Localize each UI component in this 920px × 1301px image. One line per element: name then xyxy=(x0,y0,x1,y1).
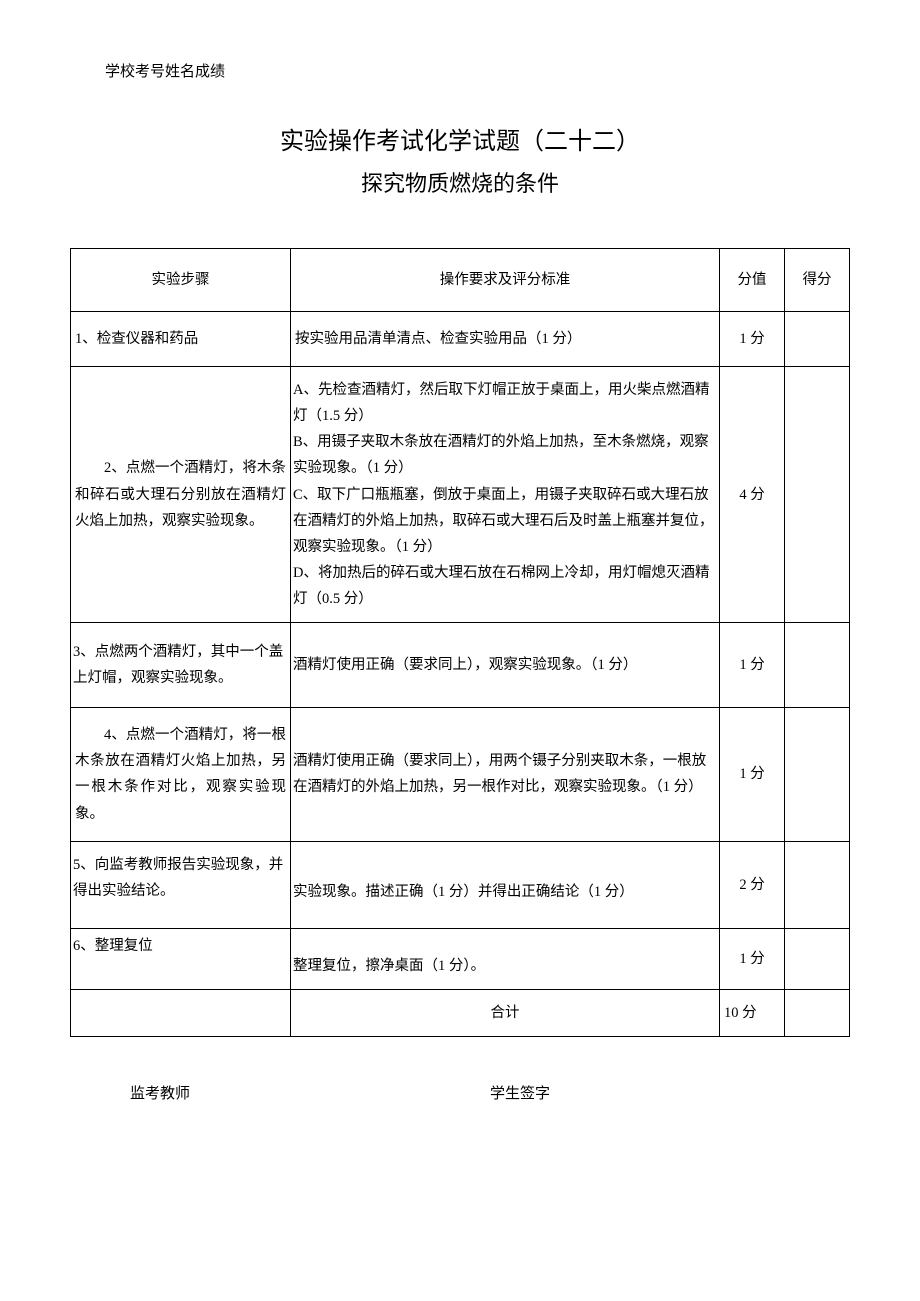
table-row: 4、点燃一个酒精灯，将一根木条放在酒精灯火焰上加热，另一根木条作对比，观察实验现… xyxy=(71,708,850,841)
cell-step-1: 1、检查仪器和药品 xyxy=(71,312,291,367)
cell-score-4: 1 分 xyxy=(720,708,785,841)
cell-total-empty xyxy=(71,989,291,1036)
footer-examiner: 监考教师 xyxy=(130,1082,450,1103)
cell-criteria-1: 按实验用品清单清点、检查实验用品（1 分） xyxy=(291,312,720,367)
cell-criteria-6: 整理复位，擦净桌面（1 分）。 xyxy=(291,928,720,989)
header-criteria: 操作要求及评分标准 xyxy=(291,249,720,312)
cell-total-score: 10 分 xyxy=(720,989,785,1036)
title-sub: 探究物质燃烧的条件 xyxy=(70,166,850,198)
cell-score-2: 4 分 xyxy=(720,367,785,623)
cell-got-3 xyxy=(785,623,850,708)
cell-got-6 xyxy=(785,928,850,989)
cell-got-5 xyxy=(785,841,850,928)
header-step: 实验步骤 xyxy=(71,249,291,312)
table-row: 5、向监考教师报告实验现象，并得出实验结论。 实验现象。描述正确（1 分）并得出… xyxy=(71,841,850,928)
cell-got-1 xyxy=(785,312,850,367)
cell-total-got xyxy=(785,989,850,1036)
cell-criteria-2: A、先检查酒精灯，然后取下灯帽正放于桌面上，用火柴点燃酒精灯（1.5 分） B、… xyxy=(291,367,720,623)
footer-student: 学生签字 xyxy=(490,1082,550,1103)
cell-total-label: 合计 xyxy=(291,989,720,1036)
cell-step-4: 4、点燃一个酒精灯，将一根木条放在酒精灯火焰上加热，另一根木条作对比，观察实验现… xyxy=(71,708,291,841)
cell-got-4 xyxy=(785,708,850,841)
footer: 监考教师 学生签字 xyxy=(70,1082,850,1103)
cell-score-6: 1 分 xyxy=(720,928,785,989)
title-main: 实验操作考试化学试题（二十二） xyxy=(70,121,850,156)
scoring-table: 实验步骤 操作要求及评分标准 分值 得分 1、检查仪器和药品 按实验用品清单清点… xyxy=(70,248,850,1037)
table-row: 1、检查仪器和药品 按实验用品清单清点、检查实验用品（1 分） 1 分 xyxy=(71,312,850,367)
table-row: 3、点燃两个酒精灯，其中一个盖上灯帽，观察实验现象。 酒精灯使用正确（要求同上）… xyxy=(71,623,850,708)
table-row: 6、整理复位 整理复位，擦净桌面（1 分）。 1 分 xyxy=(71,928,850,989)
header-got: 得分 xyxy=(785,249,850,312)
table-header-row: 实验步骤 操作要求及评分标准 分值 得分 xyxy=(71,249,850,312)
cell-criteria-3: 酒精灯使用正确（要求同上），观察实验现象。（1 分） xyxy=(291,623,720,708)
cell-got-2 xyxy=(785,367,850,623)
cell-step-2: 2、点燃一个酒精灯，将木条和碎石或大理石分别放在酒精灯火焰上加热，观察实验现象。 xyxy=(71,367,291,623)
cell-criteria-5: 实验现象。描述正确（1 分）并得出正确结论（1 分） xyxy=(291,841,720,928)
cell-step-3: 3、点燃两个酒精灯，其中一个盖上灯帽，观察实验现象。 xyxy=(71,623,291,708)
cell-score-5: 2 分 xyxy=(720,841,785,928)
cell-step-5: 5、向监考教师报告实验现象，并得出实验结论。 xyxy=(71,841,291,928)
cell-criteria-4: 酒精灯使用正确（要求同上），用两个镊子分别夹取木条，一根放在酒精灯的外焰上加热，… xyxy=(291,708,720,841)
cell-step-6: 6、整理复位 xyxy=(71,928,291,989)
table-row: 2、点燃一个酒精灯，将木条和碎石或大理石分别放在酒精灯火焰上加热，观察实验现象。… xyxy=(71,367,850,623)
header-info: 学校考号姓名成绩 xyxy=(105,60,850,81)
header-score: 分值 xyxy=(720,249,785,312)
cell-score-1: 1 分 xyxy=(720,312,785,367)
cell-score-3: 1 分 xyxy=(720,623,785,708)
table-total-row: 合计 10 分 xyxy=(71,989,850,1036)
